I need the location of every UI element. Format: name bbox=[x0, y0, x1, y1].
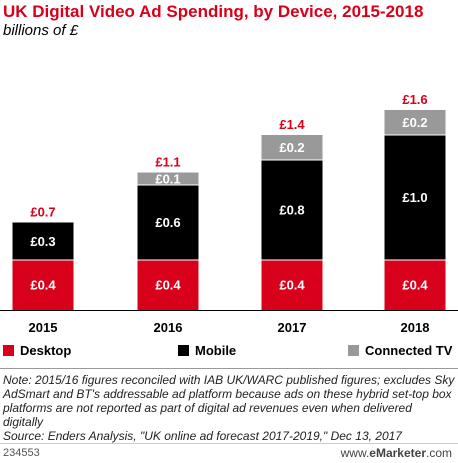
brand-name: eMarketer bbox=[369, 446, 426, 460]
bar-segment-desktop-2015 bbox=[12, 260, 74, 310]
legend-swatch-desktop bbox=[3, 345, 14, 356]
brand-prefix: www. bbox=[340, 446, 370, 460]
data-label-mobile-2018: £1.0 bbox=[402, 190, 427, 205]
bar-segment-desktop-2017 bbox=[261, 260, 323, 310]
legend-swatch-mobile bbox=[178, 345, 189, 356]
legend-label-mobile: Mobile bbox=[195, 343, 237, 358]
legend-item-mobile: Mobile bbox=[178, 343, 236, 358]
data-label-connected-tv-2016: £0.1 bbox=[155, 171, 180, 186]
data-label-desktop-2018: £0.4 bbox=[402, 278, 428, 293]
data-label-desktop-2017: £0.4 bbox=[279, 278, 305, 293]
legend-label-connected-tv: Connected TV bbox=[365, 343, 453, 358]
bar-segment-mobile-2016 bbox=[137, 185, 199, 260]
data-label-desktop-2015: £0.4 bbox=[30, 278, 56, 293]
data-label-mobile-2017: £0.8 bbox=[279, 203, 304, 218]
data-label-desktop-2016: £0.4 bbox=[155, 278, 181, 293]
total-label-2015: £0.7 bbox=[30, 205, 55, 220]
legend-item-connected-tv: Connected TV bbox=[348, 343, 452, 358]
bar-segment-mobile-2015 bbox=[12, 222, 74, 260]
chart-id: 234553 bbox=[3, 447, 40, 459]
chart-note: Note: 2015/16 figures reconciled with IA… bbox=[3, 373, 455, 443]
source-text: Source: Enders Analysis, "UK online ad f… bbox=[3, 429, 402, 443]
note-text: Note: 2015/16 figures reconciled with IA… bbox=[3, 373, 455, 429]
data-label-mobile-2015: £0.3 bbox=[30, 234, 55, 249]
total-label-2016: £1.1 bbox=[155, 155, 180, 170]
bar-segment-mobile-2017 bbox=[261, 160, 323, 260]
bar-segment-connected-tv-2018 bbox=[384, 110, 446, 135]
divider bbox=[0, 368, 458, 369]
x-tick-label-2015: 2015 bbox=[29, 320, 58, 335]
footer-divider bbox=[0, 443, 458, 444]
chart-legend: Desktop Mobile Connected TV bbox=[0, 343, 458, 361]
legend-item-desktop: Desktop bbox=[3, 343, 71, 358]
chart-title: UK Digital Video Ad Spending, by Device,… bbox=[3, 2, 424, 21]
data-label-mobile-2016: £0.6 bbox=[155, 215, 180, 230]
x-tick-label-2017: 2017 bbox=[278, 320, 307, 335]
bar-segment-connected-tv-2016 bbox=[137, 172, 199, 185]
legend-label-desktop: Desktop bbox=[20, 343, 72, 358]
x-tick-label-2016: 2016 bbox=[154, 320, 183, 335]
bar-segment-connected-tv-2017 bbox=[261, 135, 323, 160]
total-label-2018: £1.6 bbox=[402, 92, 427, 107]
data-label-connected-tv-2018: £0.2 bbox=[402, 115, 427, 130]
stacked-bar-chart: £0.4 £0.3 £0.7 2015 £0.4 £0.6 £0.1£1.1 2016 £0.4… bbox=[0, 92, 458, 335]
brand-suffix: .com bbox=[425, 446, 452, 460]
legend-swatch-connected-tv bbox=[348, 345, 359, 356]
bar-segment-desktop-2018 bbox=[384, 260, 446, 310]
data-label-connected-tv-2017: £0.2 bbox=[279, 140, 304, 155]
bar-segment-mobile-2018 bbox=[384, 135, 446, 260]
total-label-2017: £1.4 bbox=[279, 117, 305, 132]
x-tick-label-2018: 2018 bbox=[401, 320, 430, 335]
bar-segment-desktop-2016 bbox=[137, 260, 199, 310]
emarketer-logo: www.eMarketer.com bbox=[341, 446, 452, 460]
chart-subtitle: billions of £ bbox=[3, 22, 79, 39]
